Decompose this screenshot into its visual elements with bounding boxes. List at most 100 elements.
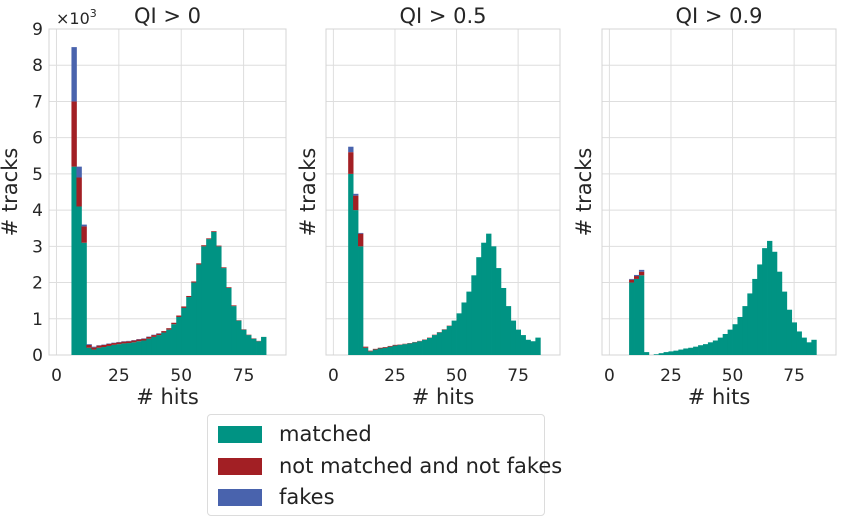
bar-not_matched [161,331,167,333]
bar-fakes [71,47,77,102]
bar-matched [412,342,418,355]
bar-matched [131,342,137,355]
bar-not_matched [634,276,640,279]
bar-matched [81,242,87,355]
y-tick-label: 4 [32,201,43,221]
y-exponent-label: ×103 [56,7,97,28]
bar-matched [101,347,107,355]
bar-fakes [76,166,82,178]
legend-label-not-matched: not matched and not fakes [279,454,563,478]
x-tick-label: 0 [328,366,339,386]
bar-matched [732,324,738,355]
bar-not_matched [629,279,635,283]
bar-matched [417,341,423,355]
legend-label-fakes: fakes [279,485,335,509]
bar-matched [525,339,531,355]
bar-matched [495,268,502,355]
bar-not_matched [81,226,87,243]
bar-matched [663,352,669,355]
bar-matched [392,345,398,355]
bar-not_matched [196,263,202,265]
bar-matched [348,173,354,355]
bar-matched [166,329,172,355]
bar-matched [372,349,379,355]
x-tick-label: 75 [233,366,255,386]
legend-label-matched: matched [279,422,372,446]
y-axis-label: # tracks [296,148,320,237]
bar-not_matched [392,344,398,346]
bar-matched [136,341,142,355]
bar-matched [520,335,526,355]
panel-title: QI > 0 [134,4,201,28]
bar-matched [668,351,674,355]
bar-matched [151,336,157,355]
bar-matched [111,344,117,355]
bar-matched [717,337,724,355]
bar-matched [397,344,403,355]
bar-matched [535,337,541,355]
bar-matched [742,306,748,355]
bar-not_matched [186,295,192,298]
bar-matched [181,307,187,355]
bar-matched [426,337,433,355]
x-tick-label: 75 [783,366,805,386]
bar-not_matched [171,322,177,325]
y-tick-label: 5 [32,165,43,185]
bar-not_matched [231,305,237,307]
bar-not_matched [348,152,354,174]
y-tick-label: 8 [32,56,43,76]
bar-matched [634,278,640,355]
bar-matched [216,246,222,355]
panel-title: QI > 0.5 [399,4,486,28]
y-tick-label: 7 [32,92,43,112]
bar-matched [796,331,802,355]
bar-not_matched [367,350,374,352]
bar-fakes [91,346,97,348]
bar-matched [653,354,660,355]
bar-matched [441,329,448,355]
y-tick-label: 9 [32,20,43,40]
bar-not_matched [76,177,82,207]
bar-matched [76,206,82,355]
x-tick-label: 0 [604,366,615,386]
bar-not_matched [136,339,142,342]
bar-matched [246,335,252,355]
bar-matched [446,326,453,355]
bar-matched [191,282,197,355]
bar-matched [707,342,714,355]
x-tick-label: 25 [384,366,406,386]
bar-not_matched [226,287,232,288]
bar-matched [747,293,753,355]
bar-not_matched [181,306,187,308]
bar-matched [757,264,763,355]
bar-matched [96,347,102,355]
bar-matched [358,246,364,355]
bar-matched [176,316,182,355]
y-tick-label: 1 [32,310,43,330]
bar-matched [727,329,733,355]
bar-matched [353,210,359,355]
bar-matched [486,233,492,355]
bar-fakes [81,224,87,227]
bar-matched [702,344,709,355]
bar-not_matched [206,238,212,240]
bar-matched [456,313,462,355]
x-tick-label: 50 [446,366,468,386]
bar-matched [226,287,232,355]
bar-matched [402,344,408,355]
bar-matched [491,246,497,355]
bar-matched [643,352,650,355]
bar-matched [698,345,704,355]
bar-matched [171,324,177,355]
bar-matched [515,329,521,355]
legend-item-fakes: fakes [218,483,335,511]
bar-matched [186,297,192,355]
bar-matched [221,268,227,355]
bar-matched [811,339,817,355]
bar-matched [471,275,477,355]
y-axis-label: # tracks [0,148,22,237]
bar-not_matched [121,341,127,344]
bar-matched [683,348,689,355]
legend: matched not matched and not fakes fakes [207,414,562,516]
bar-matched [241,329,247,355]
